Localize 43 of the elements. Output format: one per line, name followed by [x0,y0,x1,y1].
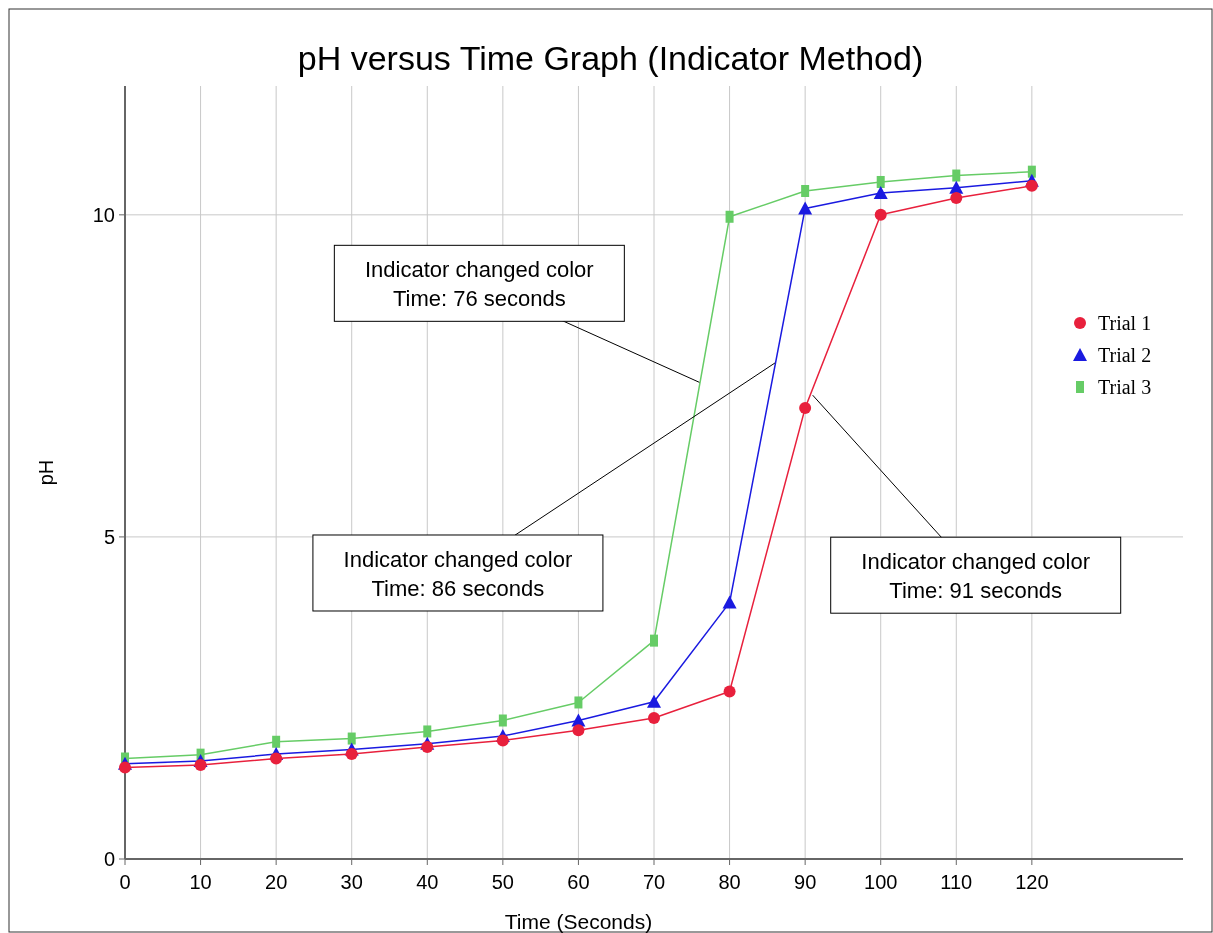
x-tick-label: 80 [718,871,741,893]
point [648,711,660,724]
point [1025,179,1038,192]
point [345,748,358,760]
x-tick-label: 70 [642,871,666,893]
annotation: Indicator changed color Time: 76 seconds [364,257,594,312]
x-tick-label: 20 [265,871,288,893]
x-tick-label: 10 [189,871,212,893]
x-tick-label: 110 [940,871,973,893]
point [572,724,585,737]
y-axis-title: pH [35,459,57,486]
chart-title: pH versus Time Graph (Indicator Method) [297,39,924,77]
x-axis-title: Time (Seconds) [504,910,653,933]
legend-label: Trial 3 [1098,376,1152,398]
y-tick-label: 10 [92,203,115,226]
y-tick-label: 5 [103,525,115,548]
x-tick-label: 0 [119,871,131,893]
point [194,758,207,771]
point [723,685,736,698]
point [799,402,812,415]
point [647,694,661,708]
x-tick-label: 40 [416,871,439,893]
x-tick-label: 60 [567,871,590,893]
point [722,595,737,609]
y-tick-label: 0 [103,848,115,870]
point [873,185,888,199]
point [801,185,810,197]
x-tick-label: 30 [340,871,363,893]
x-tick-label: 100 [864,871,898,893]
annotation: Indicator changed color Time: 86 seconds [343,546,573,601]
point [496,734,509,747]
legend-label: Trial 2 [1098,344,1152,366]
point [119,761,131,774]
x-tick-label: 120 [1015,871,1049,893]
point [421,740,434,753]
point [874,208,887,221]
point [950,192,963,205]
point [270,752,283,765]
x-tick-label: 50 [491,871,514,893]
legend-label: Trial 1 [1098,312,1152,334]
annotation: Indicator changed color Time: 91 seconds [861,549,1091,604]
x-tick-label: 90 [794,871,817,893]
point [798,201,813,215]
